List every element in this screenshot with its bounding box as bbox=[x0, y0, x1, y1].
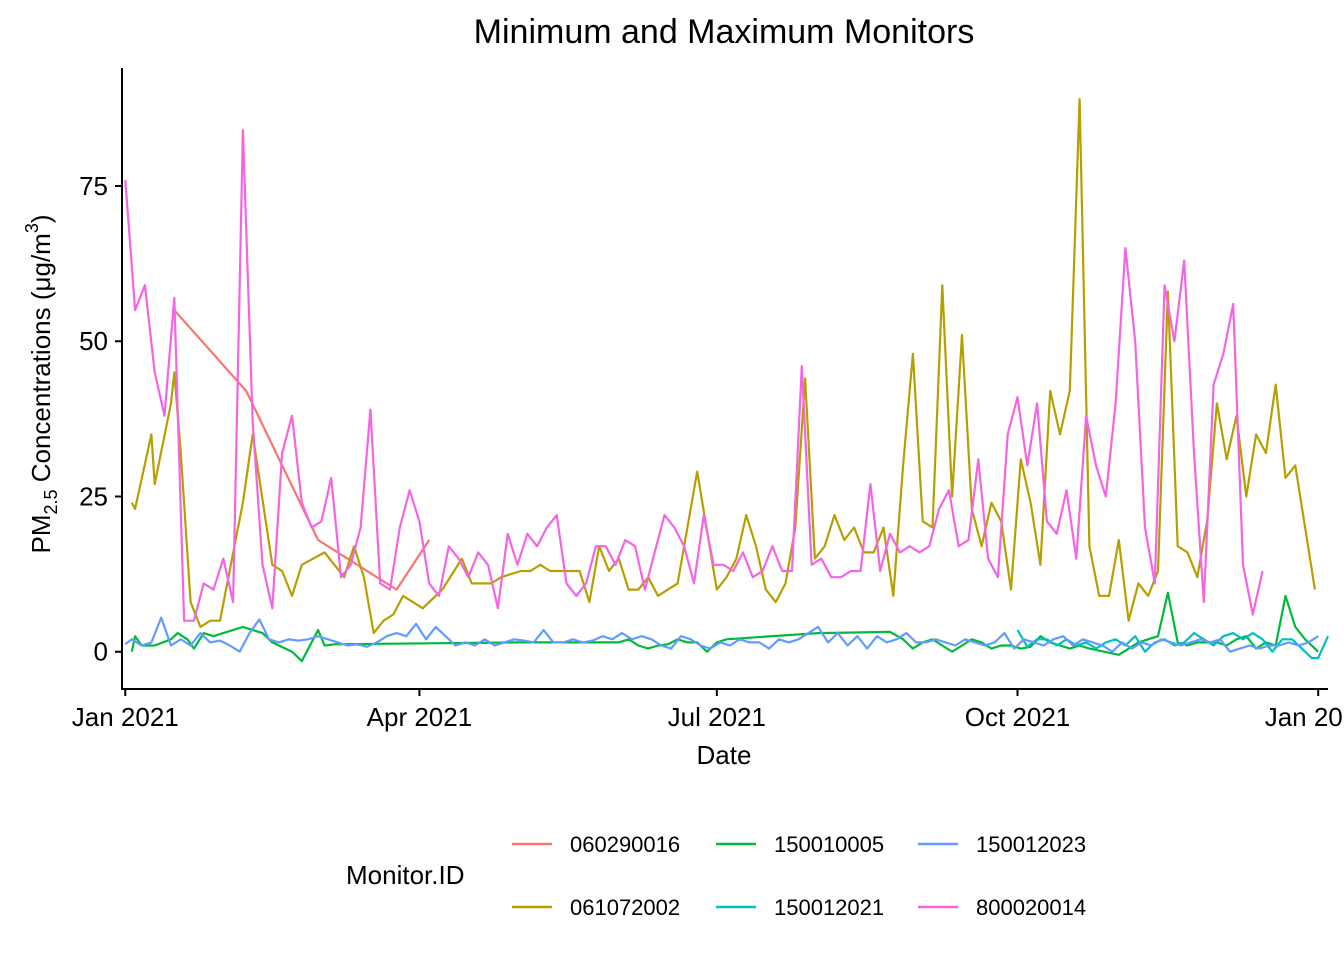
x-tick-label: Jul 2021 bbox=[668, 702, 766, 732]
plot-series-group bbox=[124, 98, 1330, 663]
legend-item-800020014: 800020014 bbox=[918, 895, 1086, 920]
series-line-060290016 bbox=[173, 309, 431, 591]
legend-item-150012021: 150012021 bbox=[716, 895, 884, 920]
y-tick-label: 75 bbox=[79, 171, 108, 201]
series-line-150012023 bbox=[124, 616, 1319, 653]
y-axis-title: PM2.5 Concentrations (μg/m3) bbox=[22, 214, 61, 553]
x-tick-label: Jan 2021 bbox=[72, 702, 179, 732]
legend-label-061072002: 061072002 bbox=[570, 895, 680, 920]
y-axis-title-rest: Concentrations (μg/m bbox=[26, 233, 56, 489]
legend-label-150010005: 150010005 bbox=[774, 832, 884, 857]
legend-label-800020014: 800020014 bbox=[976, 895, 1086, 920]
chart-title: Minimum and Maximum Monitors bbox=[474, 13, 975, 51]
legend-label-060290016: 060290016 bbox=[570, 832, 680, 857]
x-tick-label: Jan 2022 bbox=[1265, 702, 1344, 732]
legend-item-060290016: 060290016 bbox=[512, 832, 680, 857]
y-tick-label: 0 bbox=[94, 637, 108, 667]
legend-label-150012023: 150012023 bbox=[976, 832, 1086, 857]
legend-item-150012023: 150012023 bbox=[918, 832, 1086, 857]
legend-item-150010005: 150010005 bbox=[716, 832, 884, 857]
y-axis-title-close: ) bbox=[26, 214, 56, 223]
x-axis-title: Date bbox=[697, 740, 752, 770]
series-line-150010005 bbox=[130, 591, 1319, 663]
y-axis-title-subscript: 2.5 bbox=[41, 489, 61, 514]
y-axis-title-main: PM bbox=[26, 515, 56, 554]
x-axis-ticks: Jan 2021 Apr 2021 Jul 2021 Oct 2021 Jan 2022 bbox=[72, 689, 1344, 732]
legend-item-061072002: 061072002 bbox=[512, 895, 680, 920]
y-tick-label: 25 bbox=[79, 481, 108, 511]
y-axis-title-superscript: 3 bbox=[22, 223, 42, 233]
x-tick-label: Apr 2021 bbox=[367, 702, 473, 732]
y-axis-ticks: 0 25 50 75 bbox=[79, 171, 122, 667]
legend: 060290016 061072002 150010005 150012021 1500… bbox=[512, 832, 1086, 920]
legend-title: Monitor.ID bbox=[346, 860, 465, 890]
y-tick-label: 50 bbox=[79, 326, 108, 356]
legend-label-150012021: 150012021 bbox=[774, 895, 884, 920]
series-line-800020014 bbox=[124, 129, 1264, 622]
x-tick-label: Oct 2021 bbox=[965, 702, 1071, 732]
